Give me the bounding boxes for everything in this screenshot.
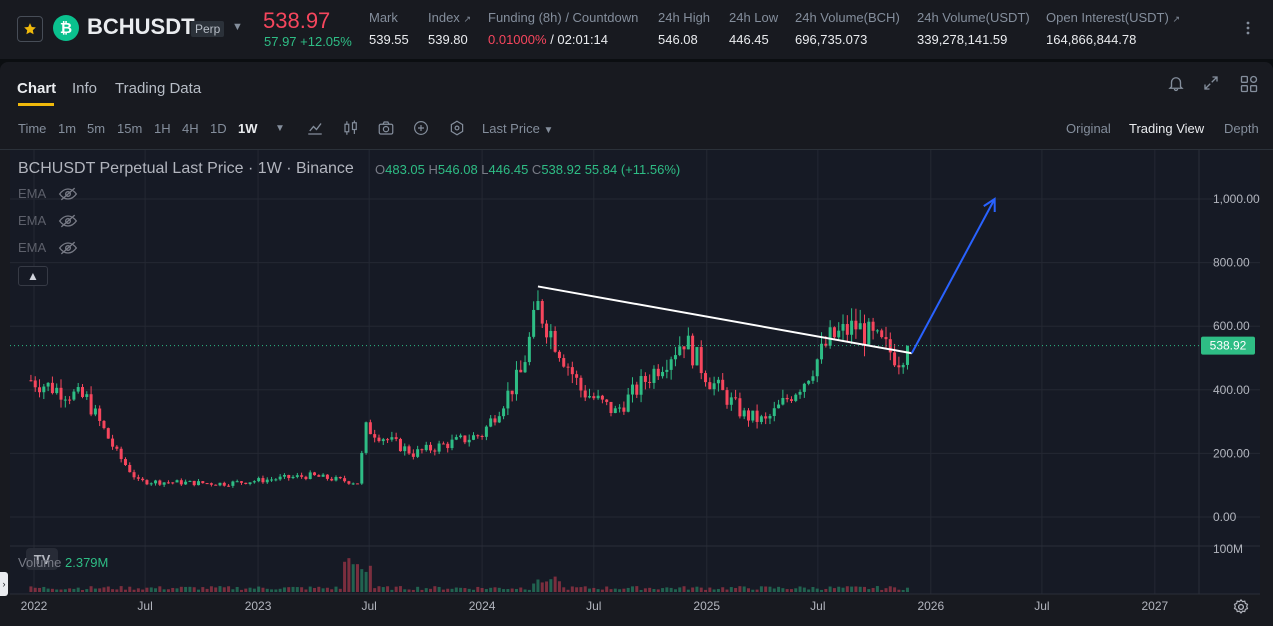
interval-5m[interactable]: 5m [87, 121, 106, 136]
sidebar-toggle-handle[interactable]: › [0, 572, 8, 596]
layout-icon[interactable] [1239, 74, 1259, 99]
symbol-name[interactable]: BCHUSDT [87, 14, 195, 39]
eye-off-icon[interactable] [58, 214, 78, 228]
price-change: 57.97 +12.05% [264, 34, 352, 49]
stat-label: 24h High [658, 10, 711, 25]
last-price: 538.97 [263, 8, 331, 33]
active-tab-indicator [18, 103, 54, 106]
eye-off-icon[interactable] [58, 187, 78, 201]
interval-1m[interactable]: 1m [58, 121, 77, 136]
chevron-down-icon[interactable]: ▼ [232, 21, 243, 33]
tab-info[interactable]: Info [72, 80, 98, 97]
view-trading-view[interactable]: Trading View [1129, 121, 1205, 136]
tab-chart[interactable]: Chart [17, 80, 57, 97]
camera-icon[interactable] [377, 119, 395, 140]
stat-value: 539.80 [428, 32, 468, 47]
funding-countdown: / 02:01:14 [550, 32, 609, 47]
ticker-bar: ₿ BCHUSDT Perp ▼ 538.97 57.97 +12.05% Ma… [0, 0, 1273, 60]
eye-off-icon[interactable] [58, 241, 78, 255]
contract-badge: Perp [191, 21, 225, 37]
add-circle-icon[interactable] [412, 119, 430, 140]
funding-rate: 0.01000% [488, 32, 547, 47]
ohlc-c-label: C [531, 162, 542, 177]
stat-label: 24h Low [729, 10, 779, 25]
more-vertical-icon[interactable] [1240, 20, 1256, 41]
volume-legend: Volume 2.379M [18, 555, 108, 570]
indicators-icon[interactable] [306, 119, 324, 140]
interval-1d[interactable]: 1D [210, 121, 227, 136]
stat-24h-low: 24h Low 446.45 [729, 10, 778, 47]
stat-label: 24h Volume(BCH) [795, 10, 900, 25]
ohlc-o-label: O [375, 162, 386, 177]
interval-1w[interactable]: 1W [238, 121, 258, 136]
stat-value: 539.55 [369, 32, 409, 47]
stat-24h-high: 24h High 546.08 [658, 10, 710, 47]
stat-funding: Funding (8h) / Countdown 0.01000% / 02:0… [488, 10, 638, 47]
external-link-icon: ↗ [463, 14, 471, 24]
stat-label: Index [428, 10, 460, 25]
stat-index[interactable]: Index ↗ 539.80 [428, 10, 471, 47]
bch-coin-icon: ₿ [53, 15, 79, 41]
volume-label: Volume [18, 555, 62, 570]
ohlc-l-label: L [481, 162, 489, 177]
external-link-icon: ↗ [1172, 14, 1180, 24]
stat-value: 696,735.073 [795, 32, 868, 47]
interval-4h[interactable]: 4H [182, 121, 199, 136]
stat-24h-volume-bch: 24h Volume(BCH) 696,735.073 [795, 10, 900, 47]
gear-icon[interactable] [1232, 598, 1250, 621]
tradingview-logo: TV [26, 548, 58, 570]
favorite-button[interactable] [17, 16, 43, 42]
ohlc-close: 538.92 [541, 162, 582, 177]
chart-legend-title: BCHUSDT Perpetual Last Price · 1W · Bina… [18, 160, 354, 177]
chevron-down-icon[interactable]: ▼ [275, 123, 285, 134]
indicator-ema-1[interactable]: EMA [18, 186, 78, 201]
ohlc-high: 546.08 [437, 162, 478, 177]
stat-label: Mark [369, 10, 398, 25]
ohlc-change: 55.84 (+11.56%) [584, 162, 681, 177]
settings-hex-icon[interactable] [448, 119, 466, 140]
indicator-label: EMA [18, 186, 47, 201]
divider [0, 149, 1273, 150]
indicator-label: EMA [18, 240, 47, 255]
chart-canvas[interactable] [10, 150, 1260, 594]
tab-trading-data[interactable]: Trading Data [115, 80, 202, 97]
price-type-label: Last Price [482, 121, 540, 136]
interval-15m[interactable]: 15m [117, 121, 143, 136]
view-depth[interactable]: Depth [1224, 121, 1259, 136]
stat-value: 339,278,141.59 [917, 32, 1008, 47]
ohlc-readout: O483.05 H546.08 L446.45 C538.92 55.84 (+… [375, 162, 680, 177]
view-original[interactable]: Original [1066, 121, 1111, 136]
chevron-down-icon: ▼ [543, 125, 554, 136]
stat-label: Funding (8h) / Countdown [488, 10, 639, 25]
stat-mark: Mark 539.55 [369, 10, 409, 47]
stat-24h-volume-usdt: 24h Volume(USDT) 339,278,141.59 [917, 10, 1030, 47]
stat-label: Open Interest(USDT) [1046, 10, 1169, 25]
stat-label: 24h Volume(USDT) [917, 10, 1030, 25]
chart-toolbar: Time 1m 5m 15m 1H 4H 1D 1W ▼ Last Price … [0, 114, 1273, 144]
ohlc-h-label: H [428, 162, 438, 177]
indicator-ema-2[interactable]: EMA [18, 213, 78, 228]
stat-value: 546.08 [658, 32, 698, 47]
expand-icon[interactable] [1202, 74, 1220, 97]
bell-icon[interactable] [1167, 74, 1185, 97]
chevron-up-icon: ▲ [27, 269, 39, 283]
volume-value: 2.379M [65, 555, 109, 570]
collapse-legend-button[interactable]: ▲ [18, 266, 48, 286]
price-type-select[interactable]: Last Price ▼ [482, 121, 553, 136]
stat-value: 164,866,844.78 [1046, 32, 1137, 47]
candle-type-icon[interactable] [342, 119, 360, 140]
stat-value: 446.45 [729, 32, 769, 47]
indicator-ema-3[interactable]: EMA [18, 240, 78, 255]
indicator-label: EMA [18, 213, 47, 228]
stat-open-interest[interactable]: Open Interest(USDT) ↗ 164,866,844.78 [1046, 10, 1180, 47]
star-icon [24, 23, 36, 35]
interval-1h[interactable]: 1H [154, 121, 171, 136]
ohlc-open: 483.05 [385, 162, 425, 177]
interval-time[interactable]: Time [18, 121, 47, 136]
ohlc-low: 446.45 [488, 162, 529, 177]
